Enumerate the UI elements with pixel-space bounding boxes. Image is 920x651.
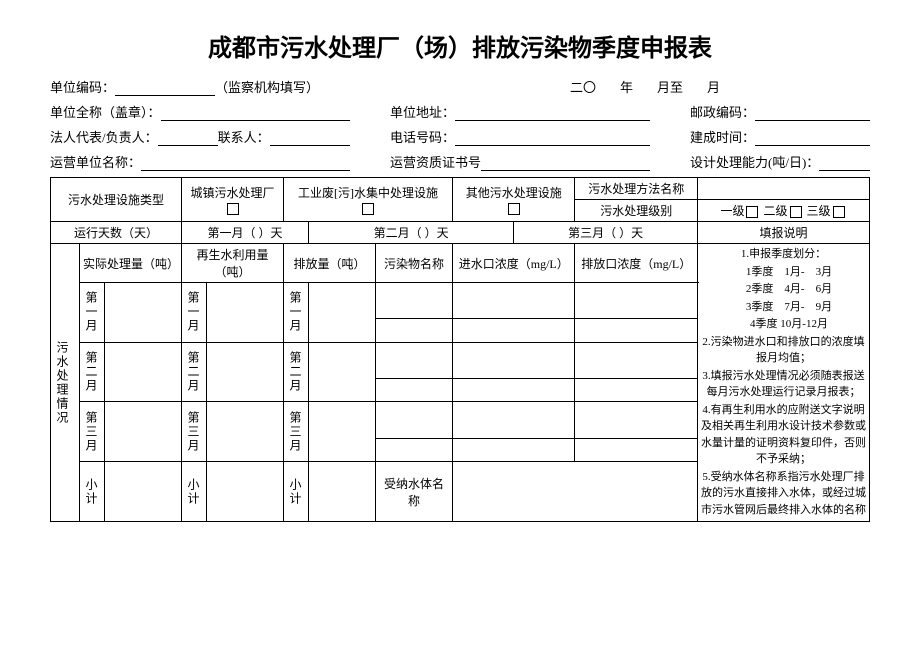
operator-label: 运营单位名称： (50, 152, 141, 171)
outlet-2[interactable] (575, 319, 698, 343)
pollutant-1[interactable] (376, 283, 453, 319)
main-table: 污水处理设施类型 城镇污水处理厂 工业废[污]水集中处理设施 其他污水处理设施 … (50, 177, 870, 522)
reuse-m1-label: 第一月 (182, 283, 207, 343)
capacity-label: 设计处理能力(吨/日)： (690, 152, 819, 171)
outlet-6[interactable] (575, 438, 698, 462)
urban-cell[interactable]: 城镇污水处理厂 (182, 178, 284, 222)
pollutant-header: 污染物名称 (376, 244, 453, 283)
pollutant-2[interactable] (376, 319, 453, 343)
cert-input[interactable] (481, 156, 650, 171)
pollutant-3[interactable] (376, 342, 453, 378)
other-cell[interactable]: 其他污水处理设施 (453, 178, 575, 222)
outlet-header: 排放口浓度（mg/L） (575, 244, 698, 283)
recv-body-input[interactable] (453, 462, 698, 522)
phone-input[interactable] (455, 131, 650, 146)
outlet-4[interactable] (575, 378, 698, 402)
pollutant-4[interactable] (376, 378, 453, 402)
outlet-1[interactable] (575, 283, 698, 319)
name-input[interactable] (161, 106, 350, 121)
actual-m2-label: 第二月 (80, 342, 105, 402)
reuse-m2-label: 第二月 (182, 342, 207, 402)
discharge-sub-input[interactable] (309, 462, 376, 522)
outlet-5[interactable] (575, 402, 698, 438)
addr-label: 单位地址： (390, 102, 455, 121)
discharge-m3-input[interactable] (309, 402, 376, 462)
name-label: 单位全称（盖章）： (50, 102, 161, 121)
outlet-3[interactable] (575, 342, 698, 378)
actual-header: 实际处理量（吨） (80, 244, 182, 283)
reuse-m3-label: 第三月 (182, 402, 207, 462)
run-days-label: 运行天数（天） (51, 222, 182, 244)
phone-label: 电话号码： (390, 127, 455, 146)
reuse-m2-input[interactable] (207, 342, 284, 402)
actual-sub-input[interactable] (105, 462, 182, 522)
reuse-sub-input[interactable] (207, 462, 284, 522)
actual-m1-label: 第一月 (80, 283, 105, 343)
year-label: 年 (620, 77, 633, 96)
pollutant-5[interactable] (376, 402, 453, 438)
urban-checkbox[interactable] (227, 203, 239, 215)
month-from: 月至 (657, 77, 683, 96)
discharge-header: 排放量（吨） (284, 244, 376, 283)
pollutant-6[interactable] (376, 438, 453, 462)
actual-m2-input[interactable] (105, 342, 182, 402)
inlet-header: 进水口浓度（mg/L） (453, 244, 575, 283)
inlet-4[interactable] (453, 378, 575, 402)
discharge-m1-label: 第一月 (284, 283, 309, 343)
method-name-input[interactable] (698, 178, 870, 200)
discharge-sub-label: 小计 (284, 462, 309, 522)
level-label: 污水处理级别 (575, 200, 698, 222)
industrial-checkbox[interactable] (362, 203, 374, 215)
form-header: 单位编码： （监察机构填写） 二〇 年 月至 月 单位全称（盖章）： 单位地址：… (50, 77, 870, 171)
reuse-m1-input[interactable] (207, 283, 284, 343)
inlet-5[interactable] (453, 402, 575, 438)
code-label: 单位编码： (50, 77, 115, 96)
discharge-m1-input[interactable] (309, 283, 376, 343)
discharge-m2-label: 第二月 (284, 342, 309, 402)
operator-input[interactable] (141, 156, 350, 171)
contact-input[interactable] (270, 131, 350, 146)
zip-input[interactable] (755, 106, 870, 121)
capacity-input[interactable] (819, 156, 870, 171)
legal-input[interactable] (158, 131, 218, 146)
legal-label: 法人代表/负责人： (50, 127, 158, 146)
inlet-3[interactable] (453, 342, 575, 378)
inlet-6[interactable] (453, 438, 575, 462)
facility-type-label: 污水处理设施类型 (51, 178, 182, 222)
m2-days[interactable]: 第二月（ ）天 (309, 222, 514, 244)
m3-days[interactable]: 第三月（ ）天 (514, 222, 698, 244)
notes-title: 填报说明 (698, 222, 870, 244)
discharge-m2-input[interactable] (309, 342, 376, 402)
cert-label: 运营资质证书号 (390, 152, 481, 171)
built-input[interactable] (755, 131, 870, 146)
other-checkbox[interactable] (508, 203, 520, 215)
actual-m1-input[interactable] (105, 283, 182, 343)
page-title: 成都市污水处理厂（场）排放污染物季度申报表 (50, 28, 870, 63)
level-options[interactable]: 一级 二级 三级 (698, 200, 870, 222)
zip-label: 邮政编码： (690, 102, 755, 121)
recv-body-label: 受纳水体名称 (376, 462, 453, 522)
reuse-sub-label: 小计 (182, 462, 207, 522)
built-label: 建成时间： (690, 127, 755, 146)
addr-input[interactable] (455, 106, 650, 121)
industrial-cell[interactable]: 工业废[污]水集中处理设施 (284, 178, 453, 222)
inlet-1[interactable] (453, 283, 575, 319)
inlet-2[interactable] (453, 319, 575, 343)
code-input[interactable] (115, 81, 215, 96)
actual-m3-label: 第三月 (80, 402, 105, 462)
actual-m3-input[interactable] (105, 402, 182, 462)
code-note: （监察机构填写） (215, 77, 319, 96)
side-label: 污水处理情况 (51, 244, 80, 522)
discharge-m3-label: 第三月 (284, 402, 309, 462)
reuse-header: 再生水利用量（吨） (182, 244, 284, 283)
contact-label: 联系人： (218, 127, 270, 146)
date-prefix: 二〇 (570, 77, 596, 96)
reuse-m3-input[interactable] (207, 402, 284, 462)
m1-days[interactable]: 第一月（ ）天 (182, 222, 309, 244)
actual-sub-label: 小计 (80, 462, 105, 522)
method-name-label: 污水处理方法名称 (575, 178, 698, 200)
month-to: 月 (707, 77, 720, 96)
notes-cell: 1.申报季度划分： 1季度 1月- 3月 2季度 4月- 6月 3季度 7月- … (698, 244, 870, 522)
